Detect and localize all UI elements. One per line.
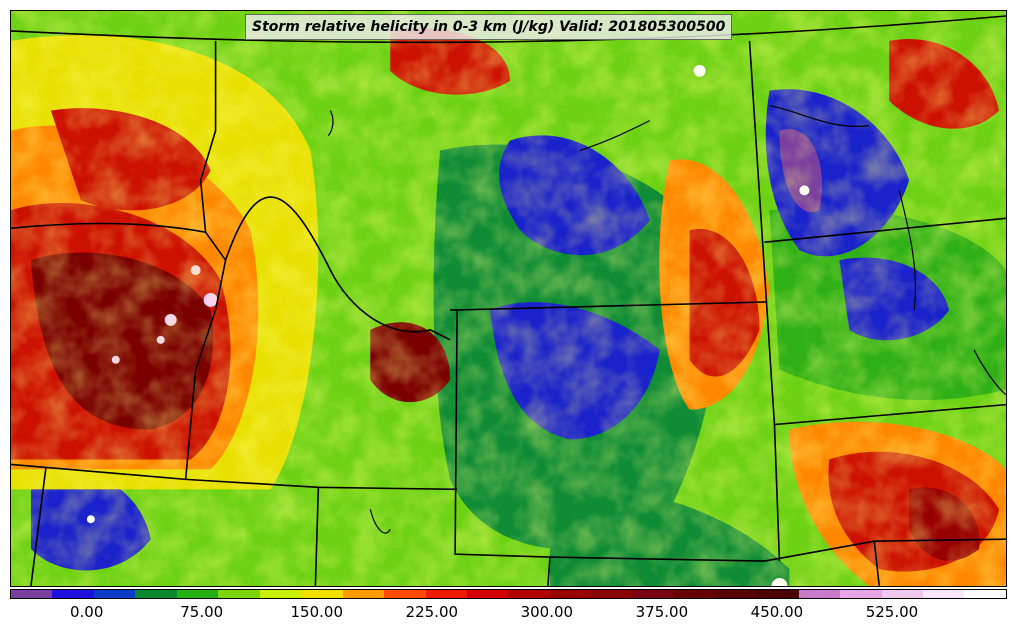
colorbar-swatch xyxy=(922,590,965,598)
state-boundaries xyxy=(11,15,1006,586)
lake-outlines xyxy=(327,105,1006,534)
colorbar-swatch xyxy=(135,590,177,598)
colorbar-swatch xyxy=(674,590,716,598)
colorbar-tick-label: 75.00 xyxy=(180,603,224,621)
colorbar-swatch xyxy=(259,590,302,598)
colorbar-tick-label: 0.00 xyxy=(69,603,104,621)
colorbar-swatch xyxy=(632,590,675,598)
colorbar-swatch xyxy=(757,590,799,598)
colorbar-labels: 0.00 75.00 150.00 225.00 300.00 375.00 450.00 5… xyxy=(10,603,1007,625)
colorbar-tick-label: 150.00 xyxy=(290,603,344,621)
colorbar-tick-label: 450.00 xyxy=(750,603,804,621)
colorbar-swatch xyxy=(715,590,758,598)
map-panel xyxy=(10,10,1007,587)
colorbar-tick-label: 525.00 xyxy=(865,603,919,621)
colorbar-swatch xyxy=(52,590,94,598)
colorbar-swatch xyxy=(218,590,260,598)
colorbar-swatch xyxy=(342,590,385,598)
colorbar-swatch xyxy=(11,590,53,598)
colorbar-swatch xyxy=(425,590,467,598)
colorbar-swatch xyxy=(466,590,509,598)
colorbar-swatch xyxy=(549,590,592,598)
colorbar-swatch xyxy=(798,590,841,598)
colorbar-swatch xyxy=(93,590,136,598)
colorbar xyxy=(10,589,1007,599)
colorbar-tick-label: 225.00 xyxy=(405,603,459,621)
colorbar-tick-label: 300.00 xyxy=(520,603,574,621)
map-title: Storm relative helicity in 0-3 km (J/kg)… xyxy=(245,14,733,40)
colorbar-swatch xyxy=(591,590,633,598)
helicity-map xyxy=(11,11,1006,586)
colorbar-swatch xyxy=(384,590,426,598)
colorbar-swatch xyxy=(964,590,1006,598)
colorbar-swatch xyxy=(508,590,550,598)
colorbar-tick-label: 375.00 xyxy=(635,603,689,621)
colorbar-swatch xyxy=(301,590,343,598)
colorbar-swatch xyxy=(840,590,882,598)
colorbar-swatch xyxy=(881,590,923,598)
colorbar-swatch xyxy=(176,590,219,598)
field-texture xyxy=(11,11,1006,586)
